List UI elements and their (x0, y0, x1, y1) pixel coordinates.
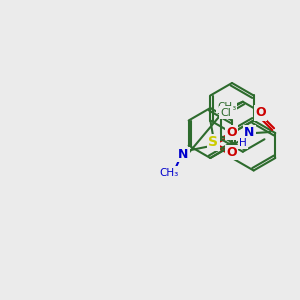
Text: H: H (239, 138, 247, 148)
Text: N: N (244, 127, 254, 140)
Text: O: O (226, 126, 237, 139)
Text: N: N (178, 148, 188, 161)
Text: O: O (255, 106, 266, 119)
Text: S: S (208, 136, 218, 149)
Text: CH₃: CH₃ (160, 167, 179, 178)
Text: O: O (226, 146, 237, 159)
Text: CH₃: CH₃ (217, 102, 236, 112)
Text: Cl: Cl (220, 107, 231, 118)
